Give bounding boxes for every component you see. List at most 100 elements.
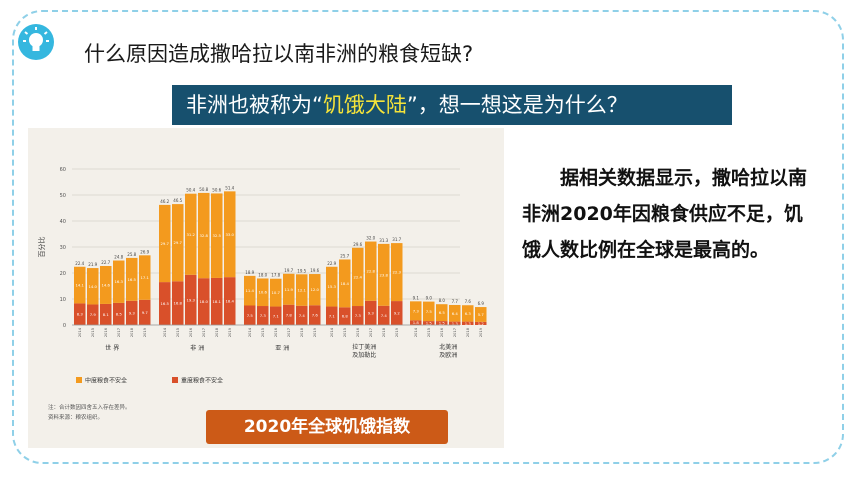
total-label: 7.7 — [452, 299, 459, 304]
year-tick-label: 2017 — [117, 328, 121, 337]
bar-severe — [244, 305, 256, 325]
moderate-value-label: 11.4 — [246, 288, 255, 293]
severe-value-label: 1.8 — [413, 320, 420, 325]
total-label: 8.0 — [439, 298, 446, 303]
y-axis-label: 百分比 — [37, 237, 46, 258]
moderate-value-label: 12.1 — [298, 288, 307, 293]
severe-value-label: 7.3 — [260, 313, 267, 318]
total-label: 17.8 — [271, 273, 280, 278]
y-tick-label: 30 — [60, 245, 66, 251]
total-label: 31.3 — [379, 238, 388, 243]
year-tick-label: 2018 — [382, 327, 386, 337]
legend-swatch-severe — [172, 377, 178, 383]
year-tick-label: 2016 — [274, 327, 278, 337]
bar-severe — [172, 281, 184, 325]
severe-value-label: 9.3 — [129, 310, 136, 315]
moderate-value-label: 33.0 — [226, 232, 235, 237]
bar-moderate — [339, 259, 351, 308]
total-label: 46.2 — [160, 199, 169, 204]
moderate-value-label: 22.4 — [354, 274, 363, 279]
bulb-icon — [18, 24, 54, 60]
group-label: 拉丁美洲 — [352, 343, 376, 351]
year-tick-label: 2015 — [176, 328, 180, 337]
severe-value-label: 7.8 — [286, 312, 293, 317]
bar-moderate — [224, 191, 236, 278]
severe-value-label: 19.3 — [187, 297, 196, 302]
moderate-value-label: 31.2 — [187, 232, 196, 237]
moderate-value-label: 23.8 — [380, 272, 389, 277]
bar-severe — [159, 282, 171, 325]
moderate-value-label: 5.7 — [478, 312, 485, 317]
moderate-value-label: 15.3 — [328, 284, 337, 289]
severe-value-label: 9.3 — [368, 310, 375, 315]
total-label: 29.6 — [353, 242, 362, 247]
bar-moderate — [283, 273, 295, 305]
severe-value-label: 9.2 — [394, 311, 401, 316]
bar-severe — [462, 321, 474, 325]
bar-moderate — [74, 266, 86, 304]
legend-label-moderate: 中度粮食不安全 — [85, 377, 127, 385]
year-tick-label: 2016 — [440, 327, 444, 337]
severe-value-label: 18.0 — [200, 299, 209, 304]
year-tick-label: 2014 — [78, 327, 82, 337]
total-label: 50.4 — [186, 188, 195, 193]
severe-value-label: 7.4 — [299, 313, 306, 318]
severe-value-label: 7.1 — [329, 313, 336, 318]
year-tick-label: 2019 — [395, 327, 399, 337]
moderate-value-label: 10.6 — [259, 290, 268, 295]
year-tick-label: 2019 — [313, 327, 317, 337]
y-tick-label: 10 — [60, 297, 66, 303]
moderate-value-label: 17.1 — [141, 275, 150, 280]
total-label: 50.8 — [199, 187, 208, 192]
bar-severe — [211, 277, 223, 325]
total-label: 6.9 — [478, 301, 485, 306]
year-tick-label: 2018 — [215, 327, 219, 337]
question-title: 什么原因造成撒哈拉以南非洲的粮食短缺? — [84, 42, 474, 66]
moderate-value-label: 10.7 — [272, 290, 281, 295]
bar-severe — [224, 277, 236, 325]
bar-severe — [391, 301, 403, 325]
total-label: 18.0 — [258, 272, 267, 277]
bar-severe — [352, 306, 364, 325]
year-tick-label: 2014 — [414, 327, 418, 337]
total-label: 18.9 — [245, 270, 254, 275]
total-label: 9.1 — [413, 295, 420, 300]
severe-value-label: 18.1 — [213, 299, 222, 304]
moderate-value-label: 7.3 — [413, 308, 420, 313]
severe-value-label: 7.4 — [381, 313, 388, 318]
total-label: 31.7 — [392, 237, 401, 242]
year-tick-label: 2017 — [453, 328, 457, 337]
moderate-value-label: 11.9 — [285, 287, 294, 292]
bar-severe — [270, 306, 282, 325]
group-label: 非 洲 — [190, 344, 204, 352]
bar-moderate — [475, 307, 487, 322]
total-label: 22.4 — [75, 261, 84, 266]
bar-moderate — [423, 301, 435, 322]
bar-severe — [257, 306, 269, 325]
severe-value-label: 7.3 — [355, 313, 362, 318]
bar-moderate — [352, 247, 364, 307]
bar-severe — [100, 303, 112, 325]
bar-moderate — [410, 301, 422, 321]
year-tick-label: 2017 — [202, 328, 206, 337]
bar-moderate — [309, 274, 321, 306]
severe-value-label: 6.8 — [342, 314, 349, 319]
banner-prefix: 非洲也被称为“ — [186, 93, 323, 117]
total-label: 19.5 — [297, 268, 306, 273]
bar-severe — [74, 303, 86, 325]
group-label: 北美洲 — [439, 343, 457, 351]
severe-value-label: 8.3 — [77, 312, 84, 317]
year-tick-label: 2015 — [343, 328, 347, 337]
moderate-value-label: 6.4 — [452, 311, 459, 316]
group-label: 及欧洲 — [439, 351, 457, 359]
bar-moderate — [113, 260, 125, 303]
group-label: 世 界 — [105, 344, 119, 352]
moderate-value-label: 22.3 — [393, 270, 402, 275]
bar-severe — [198, 278, 210, 325]
y-tick-label: 0 — [63, 323, 66, 329]
chart-panel: 0 10 20 30 40 50 60 百分比 22.4 14.1 8.3 2014 21.9 14.0 7… — [28, 128, 504, 448]
bar-moderate — [126, 257, 138, 301]
total-label: 9.0 — [426, 296, 433, 301]
year-tick-label: 2014 — [163, 327, 167, 337]
banner: 非洲也被称为“饥饿大陆”，想一想这是为什么？ — [172, 85, 732, 125]
